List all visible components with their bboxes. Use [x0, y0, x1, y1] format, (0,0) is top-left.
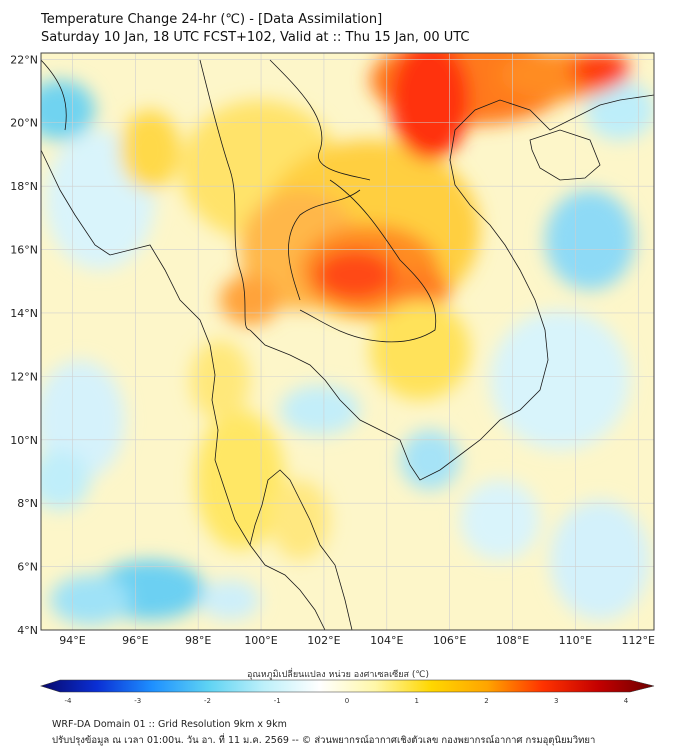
longitude-label: 108°E [496, 634, 529, 647]
coastlines [41, 59, 654, 630]
colorbar-tick-label: 2 [484, 697, 488, 705]
footer-credit: ปรับปรุงข้อมูล ณ เวลา 01:00น. วัน อา. ที… [52, 735, 596, 746]
longitude-labels: 94°E 96°E 98°E 100°E 102°E 104°E 106°E 108°E 110… [59, 634, 655, 647]
plot-frame [40, 52, 655, 631]
latitude-label: 18°N [10, 180, 38, 193]
latitude-label: 12°N [10, 370, 38, 383]
footer-model-info: WRF-DA Domain 01 :: Grid Resolution 9km … [52, 719, 287, 730]
colorbar-tick-label: -1 [274, 697, 281, 705]
longitude-label: 96°E [122, 634, 148, 647]
colorbar-label: อุณหภูมิเปลี่ยนแปลง หน่วย องศาเซลเซียส (… [246, 670, 430, 680]
map-title: Temperature Change 24-hr (℃) - [Data Ass… [41, 12, 383, 27]
latitude-label: 22°N [10, 53, 38, 66]
colorbar-tick-label: -4 [65, 697, 73, 705]
colorbar-tick-label: 1 [415, 697, 419, 705]
longitude-label: 102°E [307, 634, 340, 647]
longitude-label: 106°E [433, 634, 466, 647]
latitude-label: 8°N [17, 497, 38, 510]
map-subtitle: Saturday 10 Jan, 18 UTC FCST+102, Valid … [41, 30, 470, 45]
longitude-label: 110°E [559, 634, 592, 647]
temperature-field [41, 53, 654, 630]
colorbar-tick-label: -3 [134, 697, 141, 705]
latitude-label: 10°N [10, 434, 38, 447]
latitude-labels: 22°N 20°N 18°N 16°N 14°N 12°N 10°N 8°N 6°N 4°N [10, 53, 38, 637]
colorbar: -4 -3 -2 -1 0 1 2 3 4 [40, 679, 655, 705]
latitude-label: 20°N [10, 117, 38, 130]
longitude-label: 98°E [185, 634, 211, 647]
colorbar-tick-label: 3 [554, 697, 558, 705]
longitude-label: 100°E [244, 634, 277, 647]
latitude-label: 4°N [17, 624, 38, 637]
colorbar-tick-label: 4 [624, 697, 629, 705]
colorbar-tick-label: 0 [345, 697, 349, 705]
colorbar-tick-label: -2 [204, 697, 211, 705]
latitude-label: 14°N [10, 307, 38, 320]
latitude-label: 6°N [17, 561, 38, 574]
longitude-label: 104°E [370, 634, 403, 647]
longitude-label: 112°E [622, 634, 655, 647]
longitude-label: 94°E [59, 634, 85, 647]
latitude-label: 16°N [10, 244, 38, 257]
